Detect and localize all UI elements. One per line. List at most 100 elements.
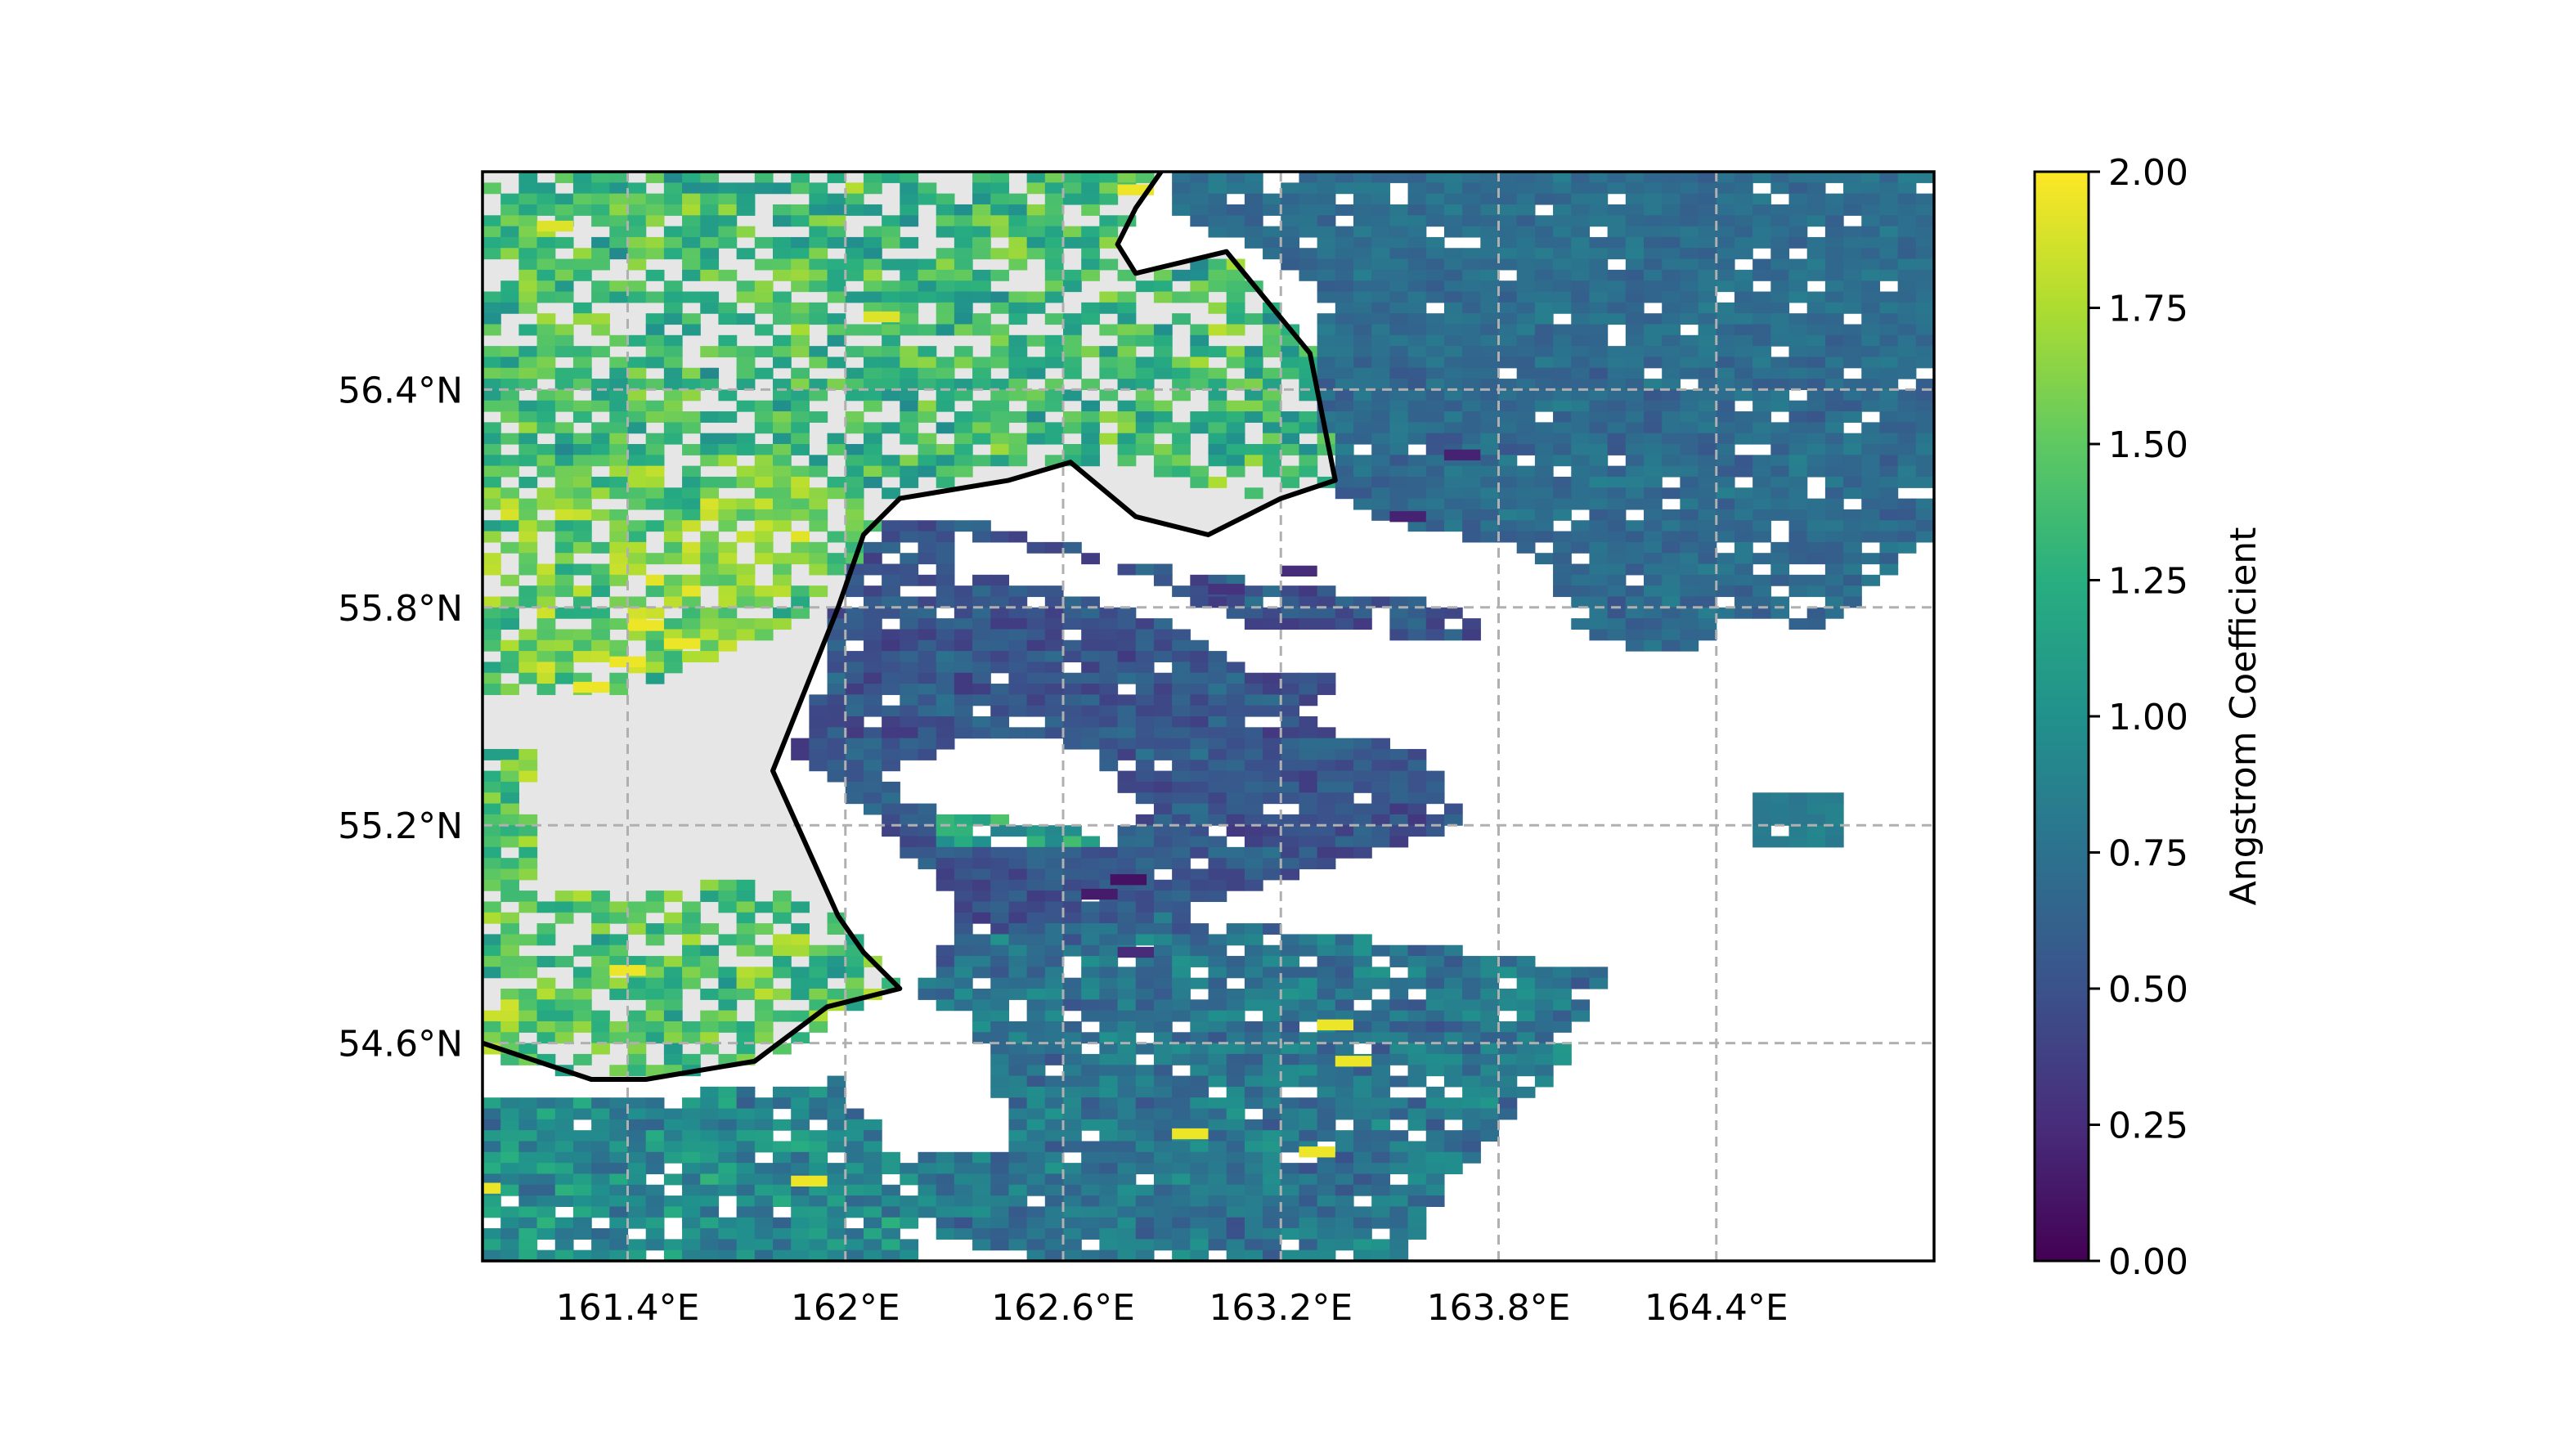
aod-pixel bbox=[1498, 302, 1518, 314]
aod-pixel bbox=[1371, 204, 1390, 216]
aod-pixel bbox=[1244, 1075, 1263, 1088]
aod-pixel bbox=[845, 956, 864, 967]
aod-pixel bbox=[1625, 487, 1645, 500]
aod-pixel bbox=[736, 1173, 756, 1186]
aod-pixel bbox=[1190, 923, 1209, 935]
aod-pixel bbox=[1335, 1173, 1354, 1186]
aod-pixel bbox=[1516, 509, 1536, 521]
aod-pixel bbox=[1389, 803, 1409, 815]
aod-pixel bbox=[591, 563, 610, 576]
aod-pixel bbox=[1135, 1010, 1155, 1022]
aod-pixel bbox=[1281, 433, 1300, 445]
aod-pixel bbox=[918, 444, 937, 455]
aod-pixel bbox=[482, 846, 501, 859]
aod-pixel bbox=[1407, 455, 1427, 467]
aod-pixel bbox=[1534, 498, 1554, 510]
aod-pixel bbox=[900, 651, 919, 662]
aod-pixel bbox=[1117, 455, 1137, 467]
aod-pixel bbox=[1625, 411, 1645, 423]
aod-pixel bbox=[954, 705, 973, 717]
aod-pixel bbox=[1662, 422, 1681, 434]
aod-pixel bbox=[1553, 389, 1572, 401]
aod-pixel bbox=[518, 1097, 538, 1110]
aod-pixel bbox=[972, 400, 991, 412]
aod-pixel bbox=[1117, 1097, 1137, 1110]
aod-pixel bbox=[791, 236, 810, 249]
aod-pixel bbox=[663, 585, 683, 598]
aod-pixel bbox=[900, 672, 919, 684]
aod-pixel bbox=[1806, 258, 1826, 271]
aod-pixel bbox=[936, 999, 955, 1012]
aod-pixel bbox=[845, 705, 864, 717]
aod-pixel bbox=[518, 934, 538, 946]
aod-pixel bbox=[845, 236, 864, 249]
aod-pixel bbox=[1190, 1228, 1209, 1240]
aod-pixel bbox=[1263, 858, 1281, 870]
aod-pixel bbox=[918, 684, 937, 695]
aod-pixel bbox=[1480, 411, 1500, 423]
aod-pixel bbox=[809, 193, 828, 205]
aod-pixel bbox=[1263, 422, 1281, 434]
aod-pixel bbox=[1625, 455, 1645, 467]
aod-pixel bbox=[1806, 379, 1826, 390]
aod-pixel bbox=[1407, 258, 1427, 271]
aod-pixel bbox=[1299, 379, 1318, 390]
aod-pixel bbox=[972, 1163, 991, 1175]
aod-pixel bbox=[1135, 781, 1155, 793]
aod-pixel bbox=[572, 498, 592, 510]
aod-pixel bbox=[572, 433, 592, 445]
aod-pixel bbox=[682, 422, 701, 434]
aod-pixel bbox=[536, 204, 556, 216]
aod-pixel bbox=[482, 1228, 501, 1240]
aod-pixel bbox=[1281, 748, 1300, 760]
aod-pixel bbox=[1879, 422, 1899, 434]
aod-pixel bbox=[1153, 748, 1173, 760]
aod-pixel bbox=[1752, 825, 1771, 837]
aod-pixel bbox=[1281, 1195, 1300, 1207]
aod-pixel bbox=[1480, 509, 1500, 521]
aod-pixel bbox=[536, 269, 556, 281]
aod-pixel bbox=[863, 258, 882, 271]
aod-pixel bbox=[1044, 944, 1064, 957]
aod-pixel bbox=[682, 1206, 701, 1218]
aod-pixel bbox=[900, 291, 919, 303]
aod-pixel bbox=[1044, 1195, 1064, 1207]
aod-pixel bbox=[791, 509, 810, 521]
aod-pixel bbox=[1680, 193, 1699, 205]
aod-pixel bbox=[1607, 280, 1627, 293]
aod-pixel bbox=[554, 1239, 574, 1251]
aod-pixel bbox=[1226, 727, 1245, 739]
aod-pixel bbox=[1226, 379, 1245, 390]
aod-pixel bbox=[500, 1021, 519, 1033]
aod-pixel bbox=[1172, 172, 1191, 183]
aod-pixel bbox=[718, 1228, 738, 1240]
aod-pixel bbox=[554, 1249, 574, 1261]
aod-pixel bbox=[1443, 302, 1463, 314]
aod-pixel bbox=[572, 1184, 592, 1196]
aod-pixel-extreme bbox=[572, 681, 610, 693]
aod-pixel bbox=[1008, 858, 1028, 870]
aod-pixel bbox=[554, 999, 574, 1012]
aod-pixel bbox=[900, 596, 919, 608]
aod-pixel bbox=[936, 1173, 955, 1186]
aod-pixel bbox=[809, 585, 828, 598]
aod-pixel bbox=[718, 1184, 738, 1196]
aod-pixel bbox=[1335, 999, 1354, 1012]
aod-pixel bbox=[609, 944, 629, 957]
aod-pixel bbox=[1407, 1032, 1427, 1044]
aod-pixel bbox=[1498, 509, 1518, 521]
aod-pixel bbox=[1443, 1163, 1463, 1175]
aod-pixel bbox=[1244, 989, 1263, 1000]
aod-pixel bbox=[1425, 607, 1445, 619]
aod-pixel bbox=[1443, 487, 1463, 500]
aod-pixel bbox=[1716, 422, 1735, 434]
aod-pixel bbox=[863, 291, 882, 303]
aod-pixel bbox=[554, 433, 574, 445]
aod-pixel bbox=[1299, 825, 1318, 837]
aod-pixel bbox=[1317, 1010, 1336, 1022]
aod-pixel bbox=[918, 182, 937, 195]
aod-pixel bbox=[1063, 313, 1082, 325]
aod-pixel bbox=[1081, 269, 1100, 281]
aod-pixel bbox=[1063, 1163, 1082, 1175]
aod-pixel bbox=[1879, 520, 1899, 532]
